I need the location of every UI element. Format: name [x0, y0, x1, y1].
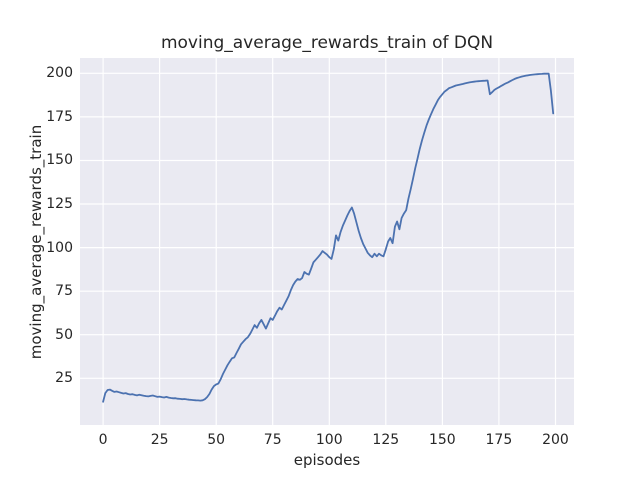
y-tick-label: 100: [46, 239, 73, 256]
x-tick-label: 25: [150, 432, 169, 448]
x-tick-label: 125: [372, 432, 400, 448]
x-tick-label: 100: [315, 432, 343, 448]
x-tick-label: 75: [263, 432, 282, 448]
y-tick-label: 75: [55, 283, 73, 300]
x-tick-label: 0: [98, 432, 108, 448]
y-tick-label: 175: [46, 108, 73, 125]
y-tick-label: 25: [55, 370, 73, 387]
plot-area: [80, 58, 574, 425]
chart-title: moving_average_rewards_train of DQN: [160, 33, 494, 53]
x-axis-label: episodes: [293, 451, 361, 469]
y-tick-label: 50: [55, 326, 73, 343]
y-tick-label: 200: [46, 65, 73, 82]
x-tick-label: 150: [428, 432, 456, 448]
line-chart-svg: [80, 58, 574, 425]
x-tick-label: 50: [207, 432, 226, 448]
y-tick-label: 125: [46, 196, 73, 213]
y-axis-label: moving_average_rewards_train: [27, 124, 45, 360]
x-tick-label: 200: [542, 432, 569, 448]
dqn-line-series: [102, 72, 555, 403]
x-tick-label: 175: [485, 432, 513, 448]
y-tick-label: 150: [46, 152, 73, 169]
gridlines: [80, 58, 574, 425]
